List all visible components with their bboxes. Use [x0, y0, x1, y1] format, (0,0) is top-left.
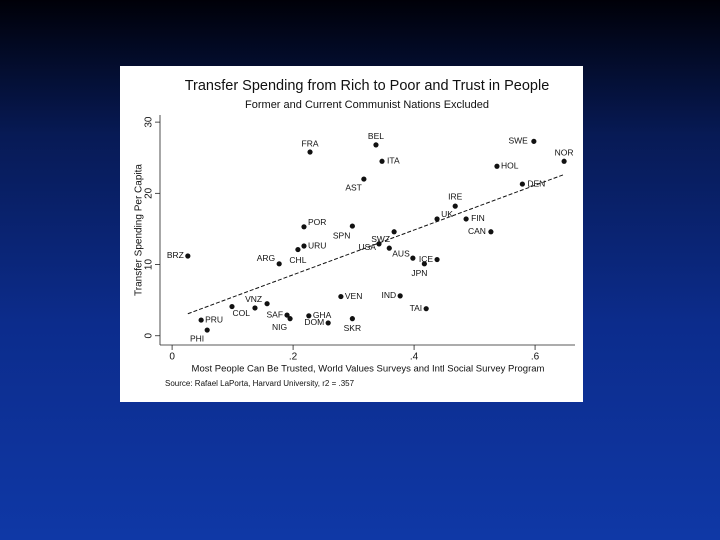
point — [421, 261, 427, 267]
point — [284, 312, 290, 318]
point-label: AST — [345, 182, 362, 192]
point-label: BRZ — [167, 250, 184, 260]
y-axis-label: Transfer Spending Per Capita — [134, 164, 145, 296]
chart-panel — [120, 66, 583, 402]
point — [185, 253, 191, 259]
point-label: PRU — [205, 314, 223, 324]
point — [287, 316, 293, 322]
y-tick-label: 20 — [144, 187, 155, 199]
point — [519, 181, 525, 187]
point-label: BEL — [368, 131, 384, 141]
point-label: SPN — [333, 230, 350, 240]
point — [391, 229, 397, 235]
y-tick-label: 0 — [144, 333, 155, 339]
point — [531, 138, 537, 144]
point-label: FIN — [471, 213, 485, 223]
point-label: SWE — [508, 136, 528, 146]
x-tick-label: 0 — [169, 352, 175, 363]
point-label: PHI — [190, 333, 204, 343]
point — [264, 301, 270, 307]
point-label: ICE — [419, 254, 434, 264]
point-label: POR — [308, 217, 326, 227]
point-label: SWZ — [371, 234, 390, 244]
point-label: IND — [382, 290, 397, 300]
point — [494, 163, 500, 169]
point — [373, 142, 379, 148]
point — [204, 327, 210, 333]
point — [252, 305, 258, 311]
point — [349, 223, 355, 229]
point-label: VNZ — [245, 294, 262, 304]
y-tick-label: 10 — [144, 259, 155, 271]
point — [434, 256, 440, 263]
x-tick-label: .4 — [410, 352, 419, 363]
x-tick-label: .2 — [289, 352, 298, 363]
point-label: FRA — [302, 138, 319, 148]
point — [307, 149, 313, 155]
point — [434, 216, 440, 222]
point-label: SAF — [267, 309, 284, 319]
point-label: IRE — [448, 191, 463, 201]
point — [301, 224, 307, 230]
point — [198, 317, 204, 323]
point — [325, 320, 331, 326]
source-note: Source: Rafael LaPorta, Harvard Universi… — [165, 379, 355, 388]
point — [379, 158, 385, 164]
point — [376, 241, 382, 247]
point — [561, 158, 567, 164]
point — [349, 316, 355, 322]
point-label: USA — [359, 242, 377, 252]
point — [295, 246, 301, 253]
y-tick-label: 30 — [144, 116, 155, 128]
point — [301, 243, 307, 249]
chart-subtitle: Former and Current Communist Nations Exc… — [245, 99, 489, 111]
fit-line — [187, 174, 565, 315]
point — [423, 306, 429, 312]
point-label: VEN — [345, 291, 362, 301]
point-label: NOR — [555, 148, 574, 158]
point-label: ARG — [257, 253, 275, 263]
point-label: CAN — [468, 226, 486, 236]
point-label: UK — [441, 209, 453, 219]
point-label: DEN — [527, 178, 545, 188]
chart-title: Transfer Spending from Rich to Poor and … — [185, 78, 550, 94]
point-label: TAI — [410, 303, 423, 313]
point — [229, 303, 235, 310]
point-label: DOM — [304, 317, 324, 327]
point — [361, 176, 367, 182]
x-tick-label: .6 — [531, 352, 540, 363]
point — [410, 255, 416, 261]
point — [386, 245, 392, 251]
point-label: COL — [232, 308, 250, 318]
point — [463, 216, 469, 222]
point-label: AUS — [392, 248, 410, 258]
point-label: URU — [308, 240, 326, 250]
point-label: JPN — [411, 268, 427, 278]
point-label: GHA — [313, 310, 332, 320]
point-label: SKR — [344, 323, 361, 333]
point — [276, 261, 282, 267]
point — [397, 293, 403, 299]
x-axis-label: Most People Can Be Trusted, World Values… — [192, 364, 545, 375]
point — [488, 229, 494, 235]
point-label: CHL — [289, 255, 306, 265]
point-label: ITA — [387, 156, 400, 166]
point-label: NIG — [272, 322, 287, 332]
point — [338, 293, 344, 300]
point — [306, 313, 312, 319]
point — [452, 203, 458, 209]
point-label: HOL — [501, 161, 519, 171]
